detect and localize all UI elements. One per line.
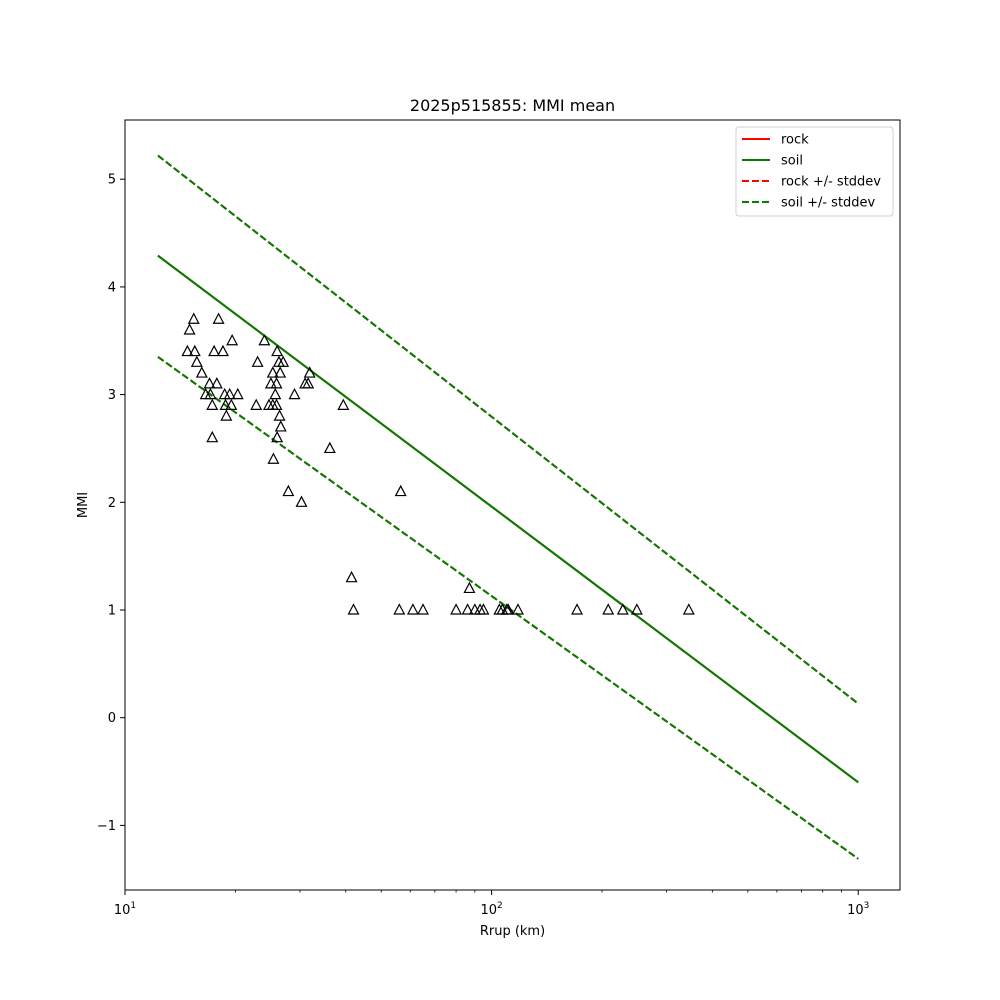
observation-triangle: [323, 441, 336, 454]
series-soil-stddev-upper-line: [157, 154, 859, 705]
observation-triangle: [394, 484, 407, 497]
observation-triangle: [463, 581, 476, 594]
observation-triangle: [210, 377, 223, 389]
y-tick-label: 1: [108, 604, 116, 619]
legend-label: soil +/- stddev: [781, 196, 876, 211]
observation-triangle: [251, 355, 264, 367]
observation-triangle: [273, 409, 286, 421]
observation-triangle: [270, 398, 283, 410]
observation-triangle: [258, 333, 271, 346]
observation-triangle: [223, 387, 236, 400]
plot-frame: [124, 119, 901, 891]
plot-area: [157, 154, 859, 860]
y-tick-label: 5: [108, 173, 116, 188]
observation-triangle: [266, 366, 279, 378]
observation-triangle: [406, 603, 419, 615]
y-tick-label: 0: [108, 711, 116, 726]
observation-triangle: [267, 452, 280, 464]
observation-triangle: [337, 398, 350, 410]
observation-triangle: [250, 398, 263, 410]
x-axis-label: Rrup (km): [480, 924, 545, 939]
observation-triangle: [208, 344, 221, 357]
observation-triangle: [630, 603, 643, 615]
legend-label: rock +/- stddev: [781, 175, 881, 190]
observation-points: [181, 312, 695, 615]
observation-triangle: [616, 603, 629, 615]
observation-triangle: [288, 387, 301, 400]
chart-title: 2025p515855: MMI mean: [410, 96, 615, 115]
observation-triangle: [206, 430, 219, 443]
observation-triangle: [282, 484, 295, 497]
observation-triangle: [571, 603, 584, 615]
legend-label: rock: [781, 133, 809, 148]
observation-triangle: [274, 366, 287, 378]
y-tick-label: −1: [97, 819, 116, 834]
legend-box: [735, 126, 894, 217]
y-tick-label: 3: [108, 388, 116, 403]
observation-triangle: [417, 603, 430, 615]
observation-triangle: [216, 344, 229, 357]
observation-triangle: [602, 603, 615, 615]
observation-triangle: [190, 355, 203, 367]
observation-triangle: [295, 495, 308, 507]
observation-triangle: [302, 377, 315, 389]
observation-triangle: [271, 344, 284, 357]
observation-triangle: [225, 398, 238, 410]
observation-triangle: [204, 387, 217, 400]
observation-triangle: [345, 570, 358, 583]
observation-triangle: [220, 409, 233, 421]
observation-triangle: [212, 312, 225, 324]
observation-triangle: [682, 603, 695, 615]
observation-triangle: [206, 398, 219, 410]
observation-triangle: [181, 344, 194, 357]
legend-label: soil: [781, 154, 803, 169]
observation-triangle: [183, 323, 196, 335]
observation-triangle: [187, 312, 200, 324]
observation-triangle: [269, 387, 282, 400]
observation-triangle: [303, 366, 316, 378]
y-axis-label: MMI: [76, 492, 91, 518]
observation-triangle: [274, 420, 287, 432]
observation-triangle: [195, 366, 208, 378]
observation-triangle: [502, 603, 515, 615]
observation-triangle: [231, 387, 244, 400]
observation-triangle: [477, 603, 490, 615]
observation-triangle: [271, 430, 284, 443]
observation-triangle: [203, 377, 216, 389]
observation-triangle: [277, 355, 290, 367]
observation-triangle: [270, 377, 283, 389]
observation-triangle: [226, 333, 239, 346]
observation-triangle: [461, 603, 474, 615]
observation-triangle: [188, 344, 201, 357]
observation-triangle: [393, 603, 406, 615]
y-tick-label: 4: [108, 280, 116, 295]
legend: rock soil rock +/- stddev soil +/- stddev: [735, 126, 894, 217]
y-tick-label: 2: [108, 496, 116, 511]
y-axis-ticks: −1 0 1 2 3 4 5: [97, 173, 125, 834]
observation-triangle: [511, 603, 524, 615]
observation-triangle: [347, 603, 360, 615]
series-soil-line: [157, 254, 859, 784]
observation-triangle: [450, 603, 463, 615]
observation-triangle: [219, 398, 232, 410]
